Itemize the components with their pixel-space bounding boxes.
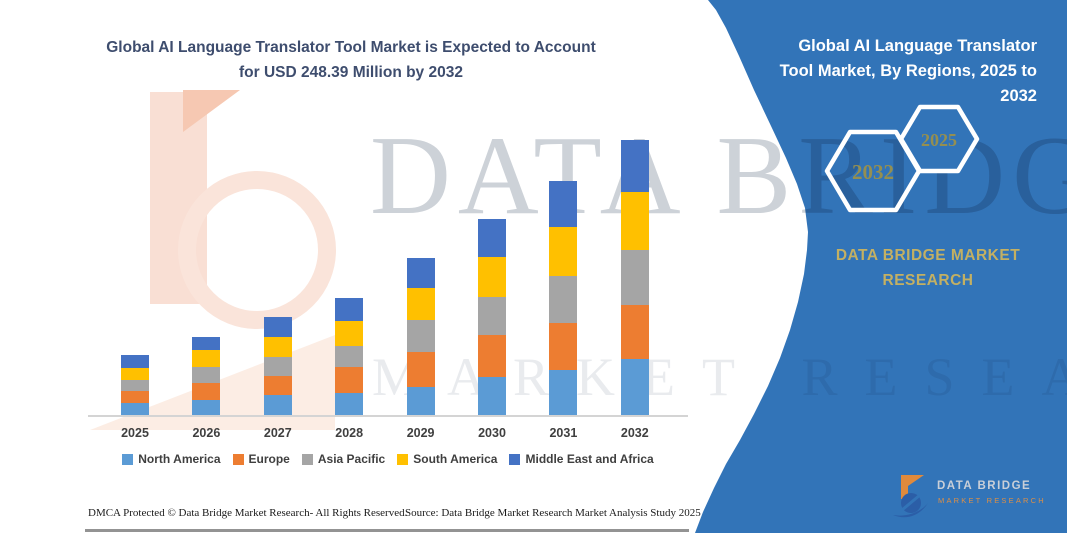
- footer-dmca-text: DMCA Protected © Data Bridge Market Rese…: [88, 507, 408, 519]
- bar-segment-2029-asia-pacific: [406, 320, 435, 352]
- legend-label-europe: Europe: [248, 452, 290, 466]
- bar-segment-2030-asia-pacific: [478, 296, 506, 336]
- x-axis-labels: 2025 2026 2027 2028 2029 2030 2031 2032: [88, 426, 688, 442]
- legend-swatch-middle-east-and-africa-icon: [509, 453, 521, 465]
- bar-segment-2029-europe: [406, 351, 435, 387]
- right-panel-title-line2: Tool Market, By Regions, 2025 to: [779, 62, 1037, 80]
- bar-2027: [263, 317, 292, 415]
- bar-segment-2031-asia-pacific: [549, 275, 578, 323]
- bar-segment-2031-middle-east-and-africa: [549, 181, 578, 227]
- bar-2031: [549, 181, 578, 415]
- bar-2030: [478, 219, 506, 415]
- footer-source-text: Source: Data Bridge Market Research Mark…: [405, 507, 701, 519]
- bar-segment-2032-asia-pacific: [620, 250, 649, 306]
- legend-label-asia-pacific: Asia Pacific: [317, 452, 386, 466]
- legend: North America Europe Asia Pacific South Ame…: [88, 452, 688, 466]
- bar-segment-2030-europe: [478, 335, 506, 377]
- bar-segment-2028-asia-pacific: [335, 346, 364, 368]
- chart-title-line1: Global AI Language Translator Tool Marke…: [106, 39, 596, 56]
- bar-segment-2027-south-america: [263, 336, 292, 357]
- bar-segment-2030-north-america: [478, 376, 506, 415]
- bar-segment-2028-north-america: [335, 393, 364, 415]
- chart-title-line2: for USD 248.39 Million by 2032: [239, 63, 463, 81]
- legend-item-middle-east-and-africa: Middle East and Africa: [509, 452, 654, 466]
- legend-label-south-america: South America: [413, 452, 498, 466]
- bar-segment-2028-middle-east-and-africa: [335, 298, 364, 322]
- bar-2032: [620, 140, 649, 415]
- bar-segment-2025-europe: [121, 391, 149, 403]
- bar-segment-2027-europe: [263, 376, 292, 395]
- hexagon-2032-label: 2032: [852, 160, 894, 184]
- bar-segment-2025-north-america: [121, 402, 149, 415]
- bar-segment-2027-asia-pacific: [263, 356, 292, 376]
- bar-segment-2029-south-america: [406, 288, 435, 321]
- bar-2028: [335, 298, 364, 415]
- legend-item-asia-pacific: Asia Pacific: [301, 452, 386, 466]
- bottom-edge-line: [85, 529, 689, 532]
- right-panel-title: Global AI Language Translator Tool Marke…: [755, 34, 1037, 109]
- bar-segment-2026-asia-pacific: [192, 366, 221, 384]
- hexagon-2025: [898, 104, 980, 174]
- right-panel-title-line3: 2032: [1000, 87, 1037, 105]
- bar-segment-2027-north-america: [263, 395, 292, 415]
- legend-item-north-america: North America: [122, 452, 221, 466]
- x-axis-label-2028: 2028: [335, 426, 364, 440]
- bar-segment-2032-north-america: [620, 359, 649, 415]
- dbmr-logo-monogram-icon: [893, 475, 928, 518]
- x-axis-label-2030: 2030: [478, 426, 506, 440]
- legend-swatch-asia-pacific-icon: [301, 453, 313, 465]
- bar-segment-2026-middle-east-and-africa: [192, 336, 221, 351]
- chart-title: Global AI Language Translator Tool Marke…: [62, 36, 640, 85]
- x-axis-label-2032: 2032: [620, 426, 649, 440]
- bar-segment-2031-south-america: [549, 226, 578, 276]
- bar-segment-2032-middle-east-and-africa: [620, 140, 649, 192]
- bar-segment-2030-south-america: [478, 256, 506, 297]
- x-axis-label-2029: 2029: [406, 426, 435, 440]
- bar-segment-2029-north-america: [406, 386, 435, 415]
- legend-item-europe: Europe: [232, 452, 290, 466]
- hexagon-2025-label: 2025: [921, 130, 957, 150]
- dbmr-logo-title: DATA BRIDGE: [937, 480, 1032, 492]
- bar-segment-2032-south-america: [620, 191, 649, 251]
- bar-segment-2028-south-america: [335, 321, 364, 347]
- x-axis-label-2027: 2027: [263, 426, 292, 440]
- x-axis-label-2026: 2026: [192, 426, 221, 440]
- bar-chart: [88, 138, 688, 415]
- bar-segment-2027-middle-east-and-africa: [263, 317, 292, 337]
- x-axis-line: [88, 415, 688, 417]
- dbmr-logo: DATA BRIDGE MARKET RESEARCH: [891, 472, 1051, 520]
- legend-item-south-america: South America: [397, 452, 497, 466]
- bar-segment-2025-middle-east-and-africa: [121, 355, 149, 369]
- legend-swatch-europe-icon: [232, 453, 244, 465]
- x-axis-label-2031: 2031: [549, 426, 578, 440]
- dbmr-logo-subtitle: MARKET RESEARCH: [938, 496, 1046, 505]
- brand-text: DATA BRIDGE MARKET RESEARCH: [835, 247, 1021, 289]
- legend-label-north-america: North America: [138, 452, 221, 466]
- bar-segment-2026-north-america: [192, 400, 221, 415]
- bar-2025: [121, 355, 149, 415]
- bar-segment-2026-europe: [192, 383, 221, 401]
- bar-segment-2028-europe: [335, 367, 364, 394]
- bar-2029: [406, 258, 435, 415]
- legend-swatch-north-america-icon: [122, 453, 134, 465]
- bar-segment-2026-south-america: [192, 350, 221, 367]
- bar-segment-2029-middle-east-and-africa: [406, 258, 435, 289]
- bar-segment-2032-europe: [620, 305, 649, 360]
- legend-swatch-south-america-icon: [397, 453, 409, 465]
- bar-segment-2025-south-america: [121, 368, 149, 381]
- bar-segment-2031-north-america: [549, 370, 578, 415]
- legend-label-middle-east-and-africa: Middle East and Africa: [525, 452, 654, 466]
- right-panel-title-line1: Global AI Language Translator: [798, 37, 1037, 55]
- bar-segment-2031-europe: [549, 322, 578, 371]
- bar-segment-2030-middle-east-and-africa: [478, 219, 506, 257]
- bar-2026: [192, 336, 221, 415]
- bar-segment-2025-asia-pacific: [121, 380, 149, 392]
- x-axis-label-2025: 2025: [121, 426, 149, 440]
